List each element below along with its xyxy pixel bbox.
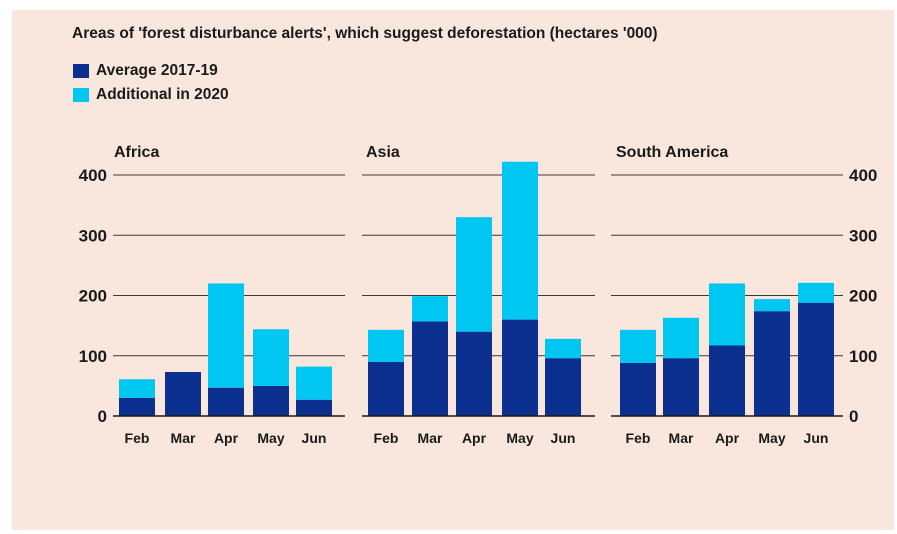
x-tick-label: Jun — [302, 430, 327, 446]
x-tick-label: Feb — [125, 430, 150, 446]
bar-africa-apr-additional — [208, 283, 244, 388]
bar-africa-apr-average — [208, 387, 244, 416]
x-tick-label: Mar — [418, 430, 443, 446]
legend-swatch-average — [73, 64, 89, 78]
chart-title: Areas of 'forest disturbance alerts', wh… — [72, 25, 658, 42]
bar-asia-feb-additional — [368, 329, 404, 362]
legend-item-additional: Additional in 2020 — [73, 86, 229, 104]
y-tick-label-left: 300 — [79, 226, 107, 245]
chart-background — [12, 10, 894, 530]
y-tick-label-right: 200 — [849, 287, 877, 306]
x-tick-label: May — [257, 430, 284, 446]
bar-south-america-apr-average — [709, 345, 745, 416]
bar-asia-jun-average — [545, 358, 581, 416]
panel-title: South America — [616, 144, 728, 161]
x-tick-label: May — [758, 430, 785, 446]
y-tick-label-right: 0 — [849, 407, 858, 426]
bar-africa-feb-average — [119, 397, 155, 416]
bar-asia-mar-average — [412, 321, 448, 416]
bar-south-america-may-additional — [754, 299, 790, 312]
bar-asia-apr-additional — [456, 217, 492, 332]
bar-asia-feb-average — [368, 361, 404, 416]
panel-title: Africa — [114, 144, 159, 161]
bar-africa-mar-average — [165, 372, 201, 416]
bar-south-america-apr-additional — [709, 283, 745, 346]
y-tick-label-left: 100 — [79, 347, 107, 366]
bar-south-america-jun-additional — [798, 282, 834, 303]
bar-asia-mar-additional — [412, 296, 448, 322]
y-tick-label-right: 100 — [849, 347, 877, 366]
legend-item-average: Average 2017-19 — [73, 62, 218, 80]
bar-africa-feb-additional — [119, 379, 155, 398]
bar-south-america-mar-additional — [663, 317, 699, 359]
legend-swatch-additional — [73, 88, 89, 102]
bar-asia-jun-additional — [545, 338, 581, 359]
bar-asia-may-average — [502, 319, 538, 416]
x-tick-label: May — [506, 430, 533, 446]
x-tick-label: Jun — [804, 430, 829, 446]
x-tick-label: Feb — [626, 430, 651, 446]
x-tick-label: Apr — [462, 430, 487, 446]
bar-asia-apr-average — [456, 331, 492, 416]
x-tick-label: Apr — [214, 430, 239, 446]
legend-label-average: Average 2017-19 — [96, 62, 218, 79]
x-tick-label: Jun — [551, 430, 576, 446]
bar-south-america-mar-average — [663, 358, 699, 416]
bar-south-america-feb-average — [620, 362, 656, 416]
panel-title: Asia — [366, 144, 400, 161]
bar-south-america-feb-additional — [620, 329, 656, 363]
bar-africa-jun-additional — [296, 366, 332, 400]
y-tick-label-right: 300 — [849, 226, 877, 245]
x-tick-label: Feb — [374, 430, 399, 446]
y-tick-label-left: 0 — [98, 407, 107, 426]
y-tick-label-left: 400 — [79, 166, 107, 185]
x-tick-label: Mar — [171, 430, 196, 446]
bar-asia-may-additional — [502, 161, 538, 320]
y-tick-label-left: 200 — [79, 287, 107, 306]
bar-africa-may-average — [253, 385, 289, 416]
bar-africa-jun-average — [296, 399, 332, 416]
y-tick-label-right: 400 — [849, 166, 877, 185]
bar-africa-may-additional — [253, 329, 289, 386]
bar-south-america-may-average — [754, 311, 790, 416]
bar-south-america-jun-average — [798, 302, 834, 416]
x-tick-label: Mar — [669, 430, 694, 446]
legend-label-additional: Additional in 2020 — [96, 86, 229, 103]
x-tick-label: Apr — [715, 430, 740, 446]
